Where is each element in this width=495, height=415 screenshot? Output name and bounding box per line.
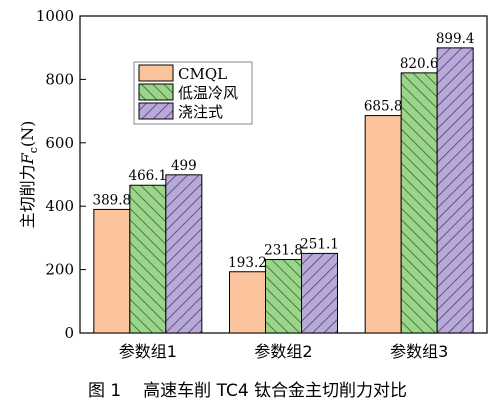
y-tick-label: 800 <box>45 70 74 88</box>
legend-label: 浇注式 <box>178 103 223 121</box>
value-label: 685.8 <box>364 99 403 115</box>
x-tick-label: 参数组3 <box>390 342 448 361</box>
value-label: 499 <box>171 158 197 174</box>
y-tick-label: 600 <box>45 134 74 152</box>
figure-caption: 图 1 高速车削 TC4 钛合金主切削力对比 <box>0 376 495 401</box>
value-label: 899.4 <box>436 31 475 47</box>
bar-浇注式 <box>165 174 203 334</box>
y-tick-label: 1000 <box>36 7 74 25</box>
bar-低温冷风 <box>265 259 302 334</box>
bar-浇注式 <box>301 252 338 334</box>
bar-CMQL <box>229 271 266 334</box>
value-label: 820.6 <box>400 56 439 72</box>
y-axis-label: 主切削力Fc(N) <box>18 121 40 229</box>
bar-CMQL <box>364 115 402 334</box>
legend-swatch-CMQL <box>138 64 174 82</box>
x-tick-label: 参数组2 <box>254 342 312 361</box>
figure-caption-text: 高速车削 TC4 钛合金主切削力对比 <box>143 381 408 401</box>
value-label: 193.2 <box>228 255 267 271</box>
value-label: 466.1 <box>129 168 168 184</box>
legend-label: CMQL <box>178 65 227 83</box>
y-tick-label: 400 <box>45 197 74 215</box>
x-tick-label: 参数组1 <box>119 342 177 361</box>
legend-label: 低温冷风 <box>178 84 238 102</box>
value-label: 389.8 <box>93 192 132 208</box>
figure-number: 图 1 <box>87 381 122 401</box>
value-label: 231.8 <box>264 243 303 259</box>
legend-swatch-低温冷风 <box>138 83 174 101</box>
y-tick-label: 0 <box>64 324 74 342</box>
legend-swatch-浇注式 <box>138 102 174 120</box>
y-axis-title: 主切削力Fc(N) <box>18 121 40 229</box>
bar-低温冷风 <box>129 184 167 334</box>
y-tick-label: 200 <box>45 261 74 279</box>
value-label: 251.1 <box>300 236 339 252</box>
bar-CMQL <box>93 208 131 334</box>
bar-浇注式 <box>436 47 474 334</box>
bar-低温冷风 <box>400 72 438 334</box>
